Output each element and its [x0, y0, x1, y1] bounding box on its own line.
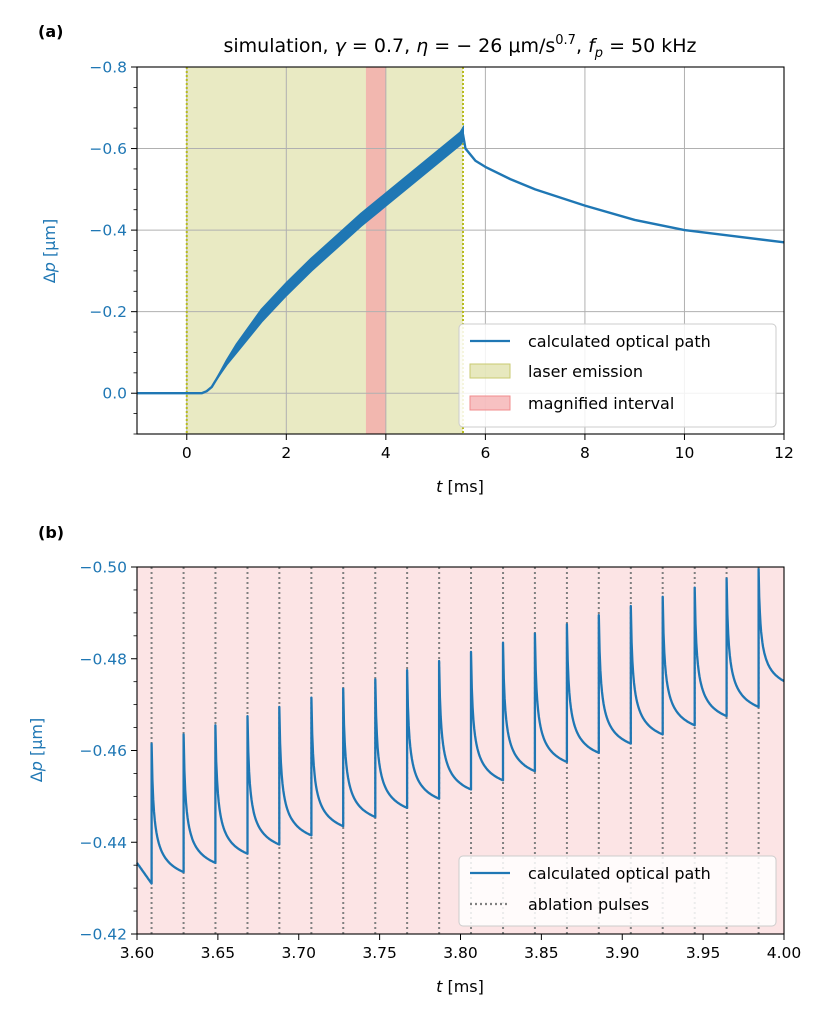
- x-tick-label: 3.80: [443, 944, 478, 962]
- x-tick-label: 3.90: [605, 944, 640, 962]
- legend-label: calculated optical path: [528, 332, 711, 351]
- legend-label: ablation pulses: [528, 895, 649, 914]
- panel-b: (b) 3.60 3.65 3.70 3.75 3.80 3.85 3.90 3.95 4.00…: [27, 523, 801, 996]
- y-tick-label: −0.6: [89, 140, 127, 158]
- x-tick-label: 3.65: [201, 944, 236, 962]
- y-tick-label: −0.4: [89, 222, 127, 240]
- legend-label: magnified interval: [528, 394, 674, 413]
- x-tick-label: 2: [281, 444, 291, 462]
- y-tick-label: −0.50: [80, 559, 128, 577]
- x-tick-label: 10: [675, 444, 695, 462]
- panel-a-label: (a): [38, 22, 63, 41]
- y-tick-label: −0.8: [89, 59, 127, 77]
- panel-b-label: (b): [38, 523, 64, 542]
- x-tick-label: 4: [381, 444, 391, 462]
- legend-label: laser emission: [528, 362, 643, 381]
- x-tick-label: 0: [182, 444, 192, 462]
- x-tick-label: 8: [580, 444, 590, 462]
- panel-a-legend: calculated optical path laser emission m…: [458, 323, 777, 428]
- x-tick-label: 6: [480, 444, 490, 462]
- optical-path-line: [136, 568, 785, 885]
- x-tick-label: 3.95: [686, 944, 721, 962]
- panel-b-xlabel: t [ms]: [436, 977, 484, 996]
- panel-b-legend: calculated optical path ablation pulses: [458, 855, 777, 927]
- x-tick-label: 3.70: [281, 944, 316, 962]
- y-tick-label: −0.44: [80, 834, 128, 852]
- x-tick-label: 3.60: [120, 944, 155, 962]
- y-tick-label: 0.0: [102, 385, 127, 403]
- y-tick-label: −0.46: [80, 742, 128, 760]
- x-tick-label: 3.75: [362, 944, 397, 962]
- legend-label: calculated optical path: [528, 864, 711, 883]
- optical-path-line: [137, 133, 785, 395]
- legend-frame: [458, 855, 777, 927]
- panel-b-ylabel: Δp [μm]: [27, 718, 46, 782]
- panel-a: (a) simulation, γ = 0.7, η = − 26 μm/s0.…: [38, 22, 794, 496]
- magnified-interval-span: [365, 67, 386, 434]
- y-tick-label: −0.42: [80, 926, 128, 944]
- y-tick-label: −0.48: [80, 650, 128, 668]
- legend-magnified-swatch: [469, 395, 511, 411]
- x-tick-label: 12: [774, 444, 794, 462]
- y-tick-label: −0.2: [89, 303, 127, 321]
- panel-a-title: simulation, γ = 0.7, η = − 26 μm/s0.7, f…: [223, 33, 696, 61]
- panel-a-ylabel: Δp [μm]: [40, 219, 59, 283]
- legend-laser-swatch: [469, 363, 511, 379]
- x-tick-label: 3.85: [524, 944, 559, 962]
- panel-a-xlabel: t [ms]: [436, 477, 484, 496]
- x-tick-label: 4.00: [767, 944, 802, 962]
- legend-frame: [458, 323, 777, 428]
